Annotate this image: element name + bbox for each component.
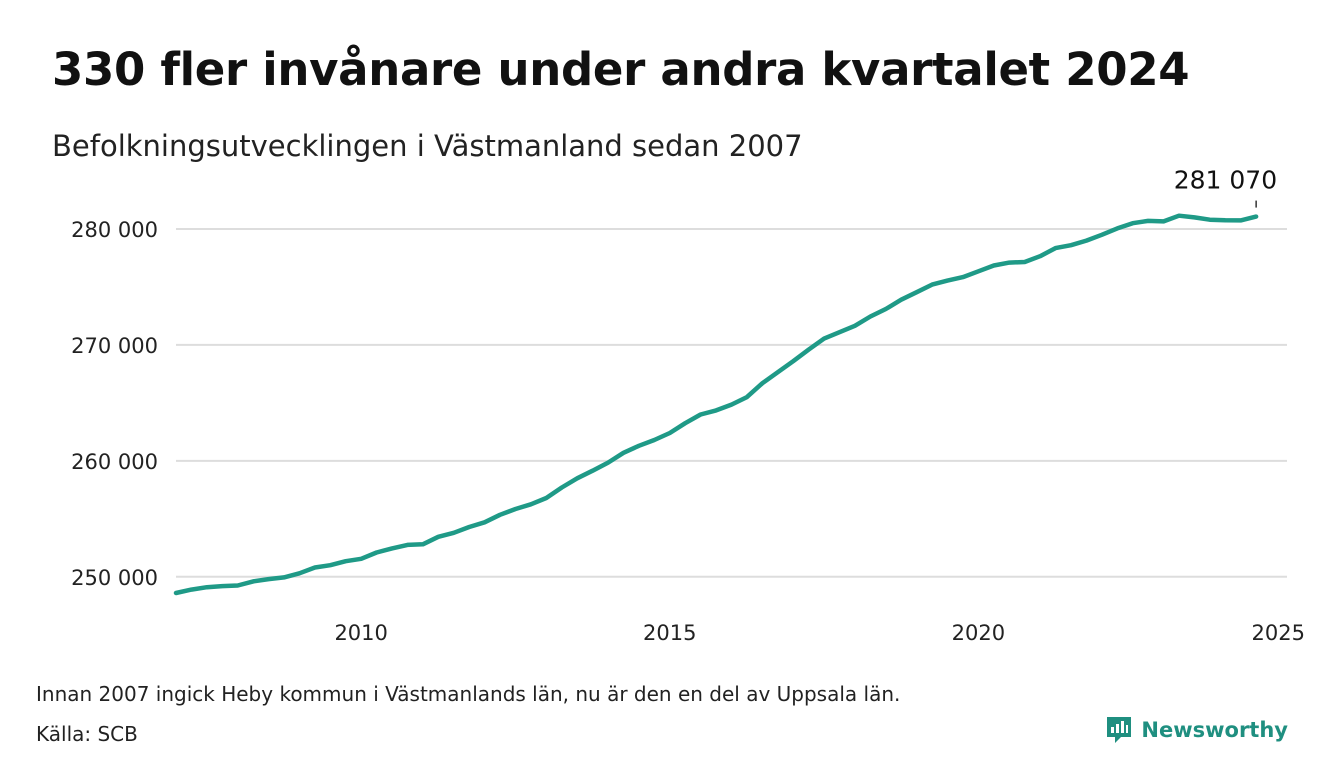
brand-logo[interactable]: Newsworthy	[1105, 715, 1288, 745]
x-tick-label: 2025	[1252, 621, 1305, 645]
series-line	[173, 213, 1259, 596]
gridlines	[176, 227, 1287, 578]
chart-subtitle: Befolkningsutvecklingen i Västmanland se…	[52, 129, 803, 163]
newsworthy-logo-icon	[1107, 717, 1132, 743]
y-tick-label: 270 000	[71, 334, 158, 358]
footnote: Innan 2007 ingick Heby kommun i Västmanl…	[36, 682, 901, 706]
annotation-label: 281 070	[1174, 166, 1277, 195]
annotation-group: 281 070	[1174, 166, 1277, 208]
x-axis-tick-labels: 2010 2015 2020 2025	[334, 621, 1305, 645]
x-tick-label: 2015	[643, 621, 696, 645]
chart-title: 330 fler invånare under andra kvartalet …	[52, 43, 1190, 96]
y-tick-label: 250 000	[71, 566, 158, 590]
x-tick-label: 2020	[952, 621, 1005, 645]
y-axis-tick-labels: 250 000 260 000 270 000 280 000	[71, 218, 158, 590]
source-label: Källa: SCB	[36, 722, 138, 746]
brand-name: Newsworthy	[1141, 718, 1288, 742]
line-chart: 250 000 260 000 270 000 280 000 2010 2015 202…	[71, 166, 1305, 645]
series-group	[173, 213, 1259, 596]
y-tick-label: 260 000	[71, 450, 158, 474]
y-tick-label: 280 000	[71, 218, 158, 242]
x-tick-label: 2010	[334, 621, 387, 645]
